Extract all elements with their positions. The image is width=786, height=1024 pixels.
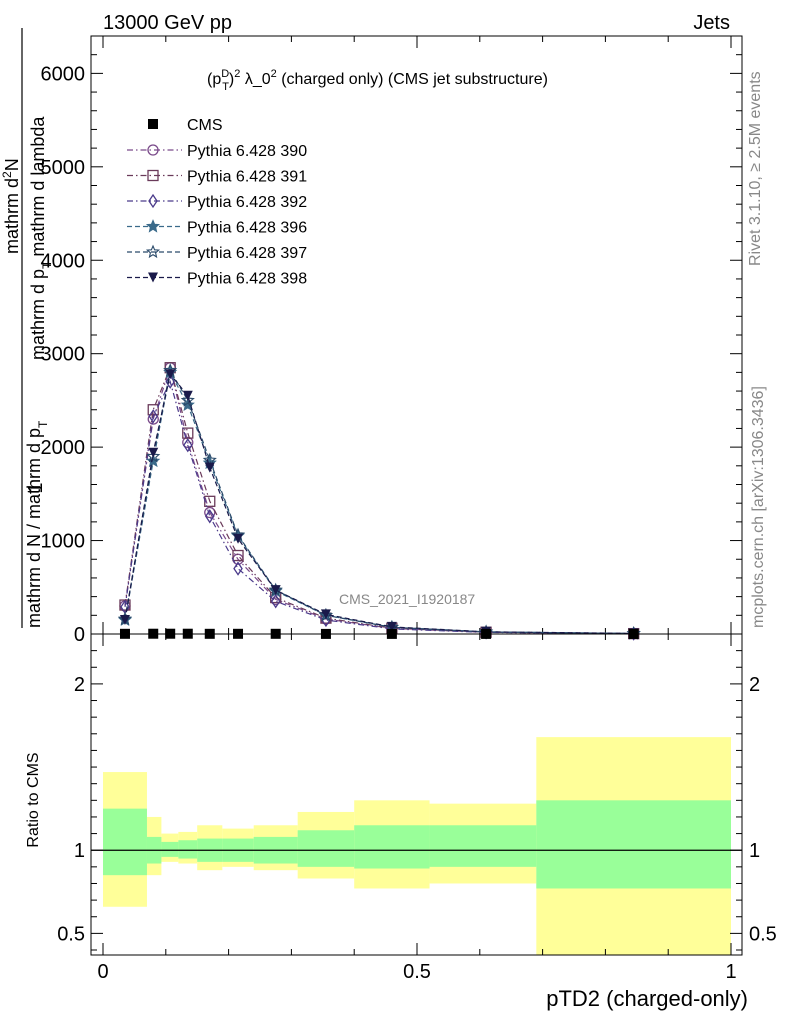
ratio-inner-band [354, 825, 430, 869]
series-point [232, 549, 244, 562]
series-point [146, 449, 161, 463]
legend: CMS Pythia 6.428 390 Pythia 6.428 391 Pythi… [127, 117, 307, 288]
main-series [117, 362, 641, 641]
ratio-inner-band [161, 841, 179, 857]
legend-label: CMS [187, 117, 223, 134]
ylabel-bottom: mathrm d N / mathrm d pT [24, 420, 50, 628]
main-ytick-label: 1000 [41, 531, 86, 553]
series-point [233, 533, 244, 544]
ratio-inner-band [178, 840, 198, 859]
ratio-ytick-label-right: 0.5 [749, 923, 777, 945]
series-line [124, 365, 634, 635]
series-point [165, 374, 175, 389]
legend-marker [145, 244, 161, 259]
ratio-ytick-label-right: 1 [749, 840, 760, 862]
legend-marker [148, 272, 158, 283]
series-line [124, 368, 634, 635]
ratio-xtick-label: 1 [725, 961, 736, 983]
ratio-ytick-label-left: 2 [74, 674, 85, 696]
legend-marker [145, 219, 161, 233]
series-point [386, 621, 397, 632]
ratio-ytick-label-right: 2 [749, 674, 760, 696]
main-ytick-labels: 0 1000 2000 3000 4000 5000 6000 [41, 63, 86, 646]
ylabel-top-numerator: mathrm d2N [0, 158, 22, 254]
series-point [148, 447, 159, 458]
main-ylabel: 1 mathrm d N / mathrm d pT mathrm d2N ma… [0, 28, 54, 628]
legend-label: Pythia 6.428 390 [187, 143, 307, 160]
series-point [148, 409, 159, 424]
legend-label: Pythia 6.428 397 [187, 245, 307, 262]
series-point [270, 594, 281, 609]
ratio-uncertainty-bands [103, 737, 731, 955]
series-point [147, 413, 159, 425]
legend-marker [147, 169, 159, 182]
mcplots-label: mcplots.cern.ch [arXiv:1306.3436] [750, 386, 767, 628]
main-ytick-label: 3000 [41, 344, 86, 366]
ratio-xtick-label: 0 [97, 961, 108, 983]
main-ytick-label: 6000 [41, 63, 86, 85]
ratio-ytick-label-left: 1 [74, 840, 85, 862]
ratio-inner-band [297, 830, 355, 867]
plot-title: (pD T)2 λ_02 (charged only) (CMS jet subs… [207, 68, 548, 93]
series-point [204, 506, 216, 519]
ratio-inner-band [429, 825, 537, 867]
legend-marker [148, 193, 158, 209]
main-ytick-label: 0 [74, 624, 85, 646]
series-point [180, 397, 195, 412]
x-axis-label: pTD2 (charged-only) [546, 986, 748, 1011]
main-ytick-label: 5000 [41, 157, 86, 179]
ratio-inner-band [536, 800, 731, 889]
header-left: 13000 GeV pp [103, 12, 232, 34]
legend-label: Pythia 6.428 396 [187, 220, 307, 237]
header-right: Jets [693, 12, 730, 34]
series-line [124, 380, 634, 635]
series-point [320, 609, 331, 620]
rivet-label: Rivet 3.1.10, ≥ 2.5M events [747, 71, 764, 266]
series-point [165, 369, 176, 380]
ratio-ylabel: Ratio to CMS [25, 752, 42, 847]
ylabel-one: 1 [25, 482, 47, 493]
series-point [147, 404, 159, 416]
legend-label: Pythia 6.428 398 [187, 271, 307, 288]
main-panel: 0 1000 2000 3000 4000 5000 6000 (pD T)2 λ_02 (c… [41, 35, 743, 646]
main-ytick-label: 4000 [41, 250, 86, 272]
series-point [233, 561, 243, 576]
series-point [119, 614, 130, 625]
ratio-xtick-labels: 0 0.5 1 [97, 961, 736, 983]
legend-label: Pythia 6.428 392 [187, 194, 307, 211]
main-ytick-label: 2000 [41, 437, 86, 459]
legend-marker-cms [148, 119, 158, 129]
ratio-xtick-label: 0.5 [403, 961, 431, 983]
analysis-watermark: CMS_2021_I1920187 [339, 591, 475, 607]
legend-marker [147, 144, 159, 156]
series-point [204, 509, 215, 524]
ratio-panel: 0.5 0.51 12 2 0 0.5 1 Ratio to CMS pTD2 (char… [25, 633, 777, 1011]
ylabel-top-denominator: mathrm d pT mathrm d lambda [28, 116, 54, 360]
ratio-ytick-labels: 0.5 0.5 1 1 2 2 [57, 674, 777, 945]
ratio-ytick-label-left: 0.5 [57, 923, 85, 945]
series-point [182, 438, 193, 453]
series-point [270, 585, 281, 596]
series-line [124, 365, 634, 635]
legend-label: Pythia 6.428 391 [187, 169, 307, 186]
series-point [182, 390, 193, 401]
series-point [182, 436, 194, 449]
series-point [204, 462, 215, 473]
series-point [146, 453, 161, 468]
series-point [180, 392, 195, 407]
ratio-inner-band [103, 808, 147, 876]
